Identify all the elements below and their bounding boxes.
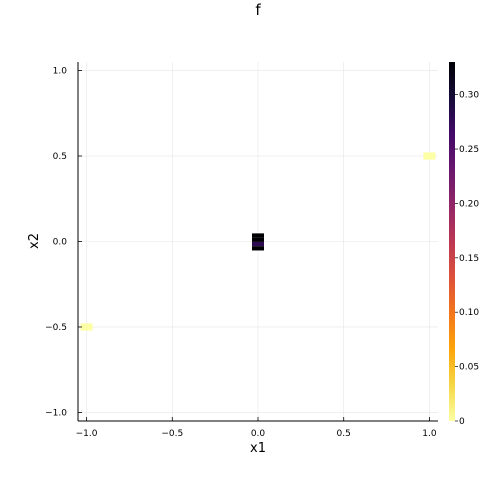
plot-axes [77, 62, 438, 422]
colorbar-tick-label: 0.25 [459, 145, 479, 155]
colorbar-tick-label: 0.05 [459, 363, 479, 373]
heatmap-cell [252, 241, 264, 247]
heatmap-cell [80, 323, 93, 331]
x-tick-label: −1.0 [76, 429, 98, 439]
y-tick-labels: −1.0 −0.5 0.0 0.5 1.0 [45, 67, 67, 419]
x-tick-label: 0.0 [251, 429, 266, 439]
colorbar-tick-label: 0.10 [459, 308, 479, 318]
y-axis-label: x2 [27, 233, 42, 249]
y-tick-label: −1.0 [45, 408, 67, 418]
colorbar [449, 62, 455, 421]
y-tick-label: 0.5 [53, 152, 67, 162]
colorbar-tick-label: 0 [459, 417, 465, 427]
colorbar-tick-labels: 0 0.05 0.10 0.15 0.20 0.25 0.30 [455, 91, 479, 427]
colorbar-tick-label: 0.15 [459, 254, 479, 264]
x-tick-label: −0.5 [161, 429, 183, 439]
heatmap-cells [80, 152, 436, 331]
x-axis-label: x1 [250, 441, 266, 456]
chart-title: f [255, 1, 261, 19]
heatmap-cell [252, 237, 264, 242]
x-tick-label: 0.5 [337, 429, 351, 439]
x-tick-labels: −1.0 −0.5 0.0 0.5 1.0 [76, 429, 437, 439]
y-tick-label: 0.0 [53, 238, 68, 248]
y-tick-label: 1.0 [53, 67, 68, 77]
x-tick-label: 1.0 [422, 429, 437, 439]
colorbar-tick-label: 0.20 [459, 199, 479, 209]
heatmap-cell [252, 246, 264, 251]
heatmap-cell [252, 233, 264, 238]
heatmap-cell [423, 152, 436, 160]
colorbar-tick-label: 0.30 [459, 91, 479, 101]
grid-lines [78, 62, 438, 421]
y-tick-label: −0.5 [45, 323, 67, 333]
